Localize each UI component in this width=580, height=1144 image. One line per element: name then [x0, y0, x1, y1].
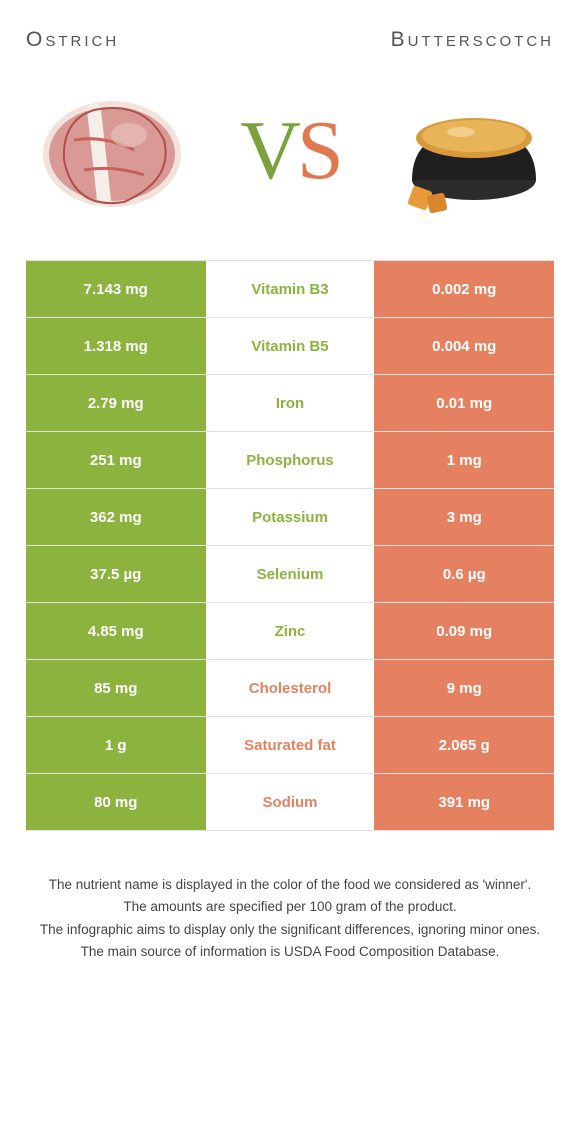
footer-line-1: The nutrient name is displayed in the co…	[38, 875, 542, 895]
left-value: 85 mg	[26, 660, 206, 716]
footer-line-2: The amounts are specified per 100 gram o…	[38, 897, 542, 917]
right-value: 9 mg	[374, 660, 554, 716]
nutrient-row: 7.143 mgVitamin B30.002 mg	[26, 261, 554, 318]
footer-notes: The nutrient name is displayed in the co…	[26, 875, 554, 962]
vs-label: VS	[240, 102, 339, 199]
nutrient-row: 1 gSaturated fat2.065 g	[26, 717, 554, 774]
footer-line-4: The main source of information is USDA F…	[38, 942, 542, 962]
hero-row: VS	[26, 80, 554, 220]
nutrient-label: Saturated fat	[206, 717, 375, 773]
left-value: 2.79 mg	[26, 375, 206, 431]
right-value: 3 mg	[374, 489, 554, 545]
vs-v: V	[240, 104, 297, 197]
right-value: 0.002 mg	[374, 261, 554, 317]
nutrient-label: Phosphorus	[206, 432, 375, 488]
right-value: 391 mg	[374, 774, 554, 830]
nutrient-label: Vitamin B3	[206, 261, 375, 317]
nutrient-label: Zinc	[206, 603, 375, 659]
footer-line-3: The infographic aims to display only the…	[38, 920, 542, 940]
vs-s: S	[297, 104, 340, 197]
nutrient-label: Selenium	[206, 546, 375, 602]
nutrient-row: 4.85 mgZinc0.09 mg	[26, 603, 554, 660]
nutrient-table: 7.143 mgVitamin B30.002 mg1.318 mgVitami…	[26, 260, 554, 831]
nutrient-row: 251 mgPhosphorus1 mg	[26, 432, 554, 489]
nutrient-row: 1.318 mgVitamin B50.004 mg	[26, 318, 554, 375]
nutrient-row: 37.5 µgSelenium0.6 µg	[26, 546, 554, 603]
left-value: 251 mg	[26, 432, 206, 488]
right-food-title: Butterscotch	[391, 28, 554, 52]
right-value: 0.004 mg	[374, 318, 554, 374]
right-value: 2.065 g	[374, 717, 554, 773]
left-value: 7.143 mg	[26, 261, 206, 317]
left-value: 362 mg	[26, 489, 206, 545]
nutrient-row: 362 mgPotassium3 mg	[26, 489, 554, 546]
left-value: 80 mg	[26, 774, 206, 830]
left-food-title: Ostrich	[26, 28, 119, 52]
right-value: 1 mg	[374, 432, 554, 488]
nutrient-label: Vitamin B5	[206, 318, 375, 374]
left-value: 1 g	[26, 717, 206, 773]
nutrient-row: 80 mgSodium391 mg	[26, 774, 554, 831]
left-value: 4.85 mg	[26, 603, 206, 659]
left-value: 37.5 µg	[26, 546, 206, 602]
titles-row: Ostrich Butterscotch	[26, 28, 554, 52]
butterscotch-image	[386, 80, 546, 220]
nutrient-label: Iron	[206, 375, 375, 431]
nutrient-label: Cholesterol	[206, 660, 375, 716]
left-value: 1.318 mg	[26, 318, 206, 374]
nutrient-row: 2.79 mgIron0.01 mg	[26, 375, 554, 432]
nutrient-label: Potassium	[206, 489, 375, 545]
right-value: 0.6 µg	[374, 546, 554, 602]
nutrient-label: Sodium	[206, 774, 375, 830]
nutrient-row: 85 mgCholesterol9 mg	[26, 660, 554, 717]
ostrich-image	[34, 80, 194, 220]
right-value: 0.09 mg	[374, 603, 554, 659]
right-value: 0.01 mg	[374, 375, 554, 431]
